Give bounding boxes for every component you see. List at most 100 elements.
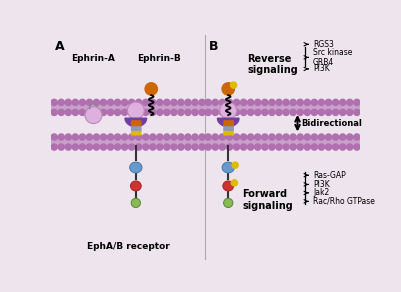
Circle shape [212,144,219,150]
Circle shape [171,144,177,150]
Bar [51,102,205,107]
Circle shape [297,109,303,115]
Circle shape [241,109,247,115]
Circle shape [51,144,57,150]
Circle shape [150,144,156,150]
Text: A: A [55,40,65,53]
Circle shape [241,144,247,150]
Circle shape [326,134,332,140]
Circle shape [233,134,239,140]
Circle shape [220,102,237,119]
Circle shape [143,144,149,150]
Circle shape [164,99,170,105]
FancyBboxPatch shape [224,130,233,135]
Bar [205,102,360,107]
Circle shape [178,99,184,105]
Bar [205,142,360,147]
Circle shape [178,134,184,140]
Circle shape [192,109,198,115]
Circle shape [247,144,254,150]
Circle shape [136,134,142,140]
Text: PI3K: PI3K [313,65,330,73]
Text: Ephrin-B: Ephrin-B [137,54,181,63]
Circle shape [297,144,303,150]
Circle shape [65,99,71,105]
Circle shape [233,144,239,150]
Text: EphA/B receptor: EphA/B receptor [87,241,170,251]
Circle shape [115,109,121,115]
Circle shape [290,99,296,105]
Circle shape [290,134,296,140]
Ellipse shape [222,162,235,173]
Circle shape [205,99,211,105]
Ellipse shape [223,181,234,191]
Bar [205,137,360,142]
Circle shape [354,144,360,150]
Circle shape [340,99,346,105]
Circle shape [199,99,205,105]
Circle shape [107,109,113,115]
Circle shape [269,99,275,105]
Circle shape [326,109,332,115]
Circle shape [304,134,310,140]
Circle shape [100,99,107,105]
Circle shape [226,99,233,105]
Circle shape [346,144,353,150]
Circle shape [354,109,360,115]
Circle shape [129,134,135,140]
Circle shape [219,144,225,150]
Text: Forward
signaling: Forward signaling [242,189,293,211]
Circle shape [79,109,85,115]
Circle shape [100,144,107,150]
Circle shape [226,134,233,140]
Circle shape [79,99,85,105]
Circle shape [86,99,93,105]
Text: RGS3: RGS3 [313,40,334,49]
Circle shape [311,99,318,105]
Circle shape [326,99,332,105]
Circle shape [129,144,135,150]
Circle shape [93,99,99,105]
Circle shape [255,134,261,140]
Circle shape [262,134,268,140]
Circle shape [219,134,225,140]
Circle shape [100,109,107,115]
Circle shape [311,109,318,115]
Circle shape [332,144,339,150]
FancyBboxPatch shape [132,126,141,130]
Circle shape [185,134,191,140]
Circle shape [65,134,71,140]
Circle shape [212,99,219,105]
Circle shape [354,99,360,105]
Circle shape [86,134,93,140]
Circle shape [269,109,275,115]
Circle shape [79,134,85,140]
Circle shape [232,162,238,168]
Circle shape [178,144,184,150]
Circle shape [283,134,289,140]
Text: PI3K: PI3K [313,180,330,189]
Circle shape [192,134,198,140]
Circle shape [205,144,211,150]
Circle shape [255,109,261,115]
Circle shape [276,99,282,105]
Circle shape [157,144,163,150]
Circle shape [164,144,170,150]
Circle shape [171,109,177,115]
Circle shape [93,144,99,150]
Polygon shape [217,118,239,127]
Circle shape [332,109,339,115]
Circle shape [143,99,149,105]
Circle shape [136,144,142,150]
Circle shape [332,134,339,140]
Circle shape [107,144,113,150]
Circle shape [79,144,85,150]
Circle shape [157,134,163,140]
Circle shape [72,99,79,105]
Circle shape [157,99,163,105]
Bar [205,107,360,112]
Circle shape [205,134,211,140]
Circle shape [51,109,57,115]
Circle shape [340,109,346,115]
Circle shape [122,109,128,115]
